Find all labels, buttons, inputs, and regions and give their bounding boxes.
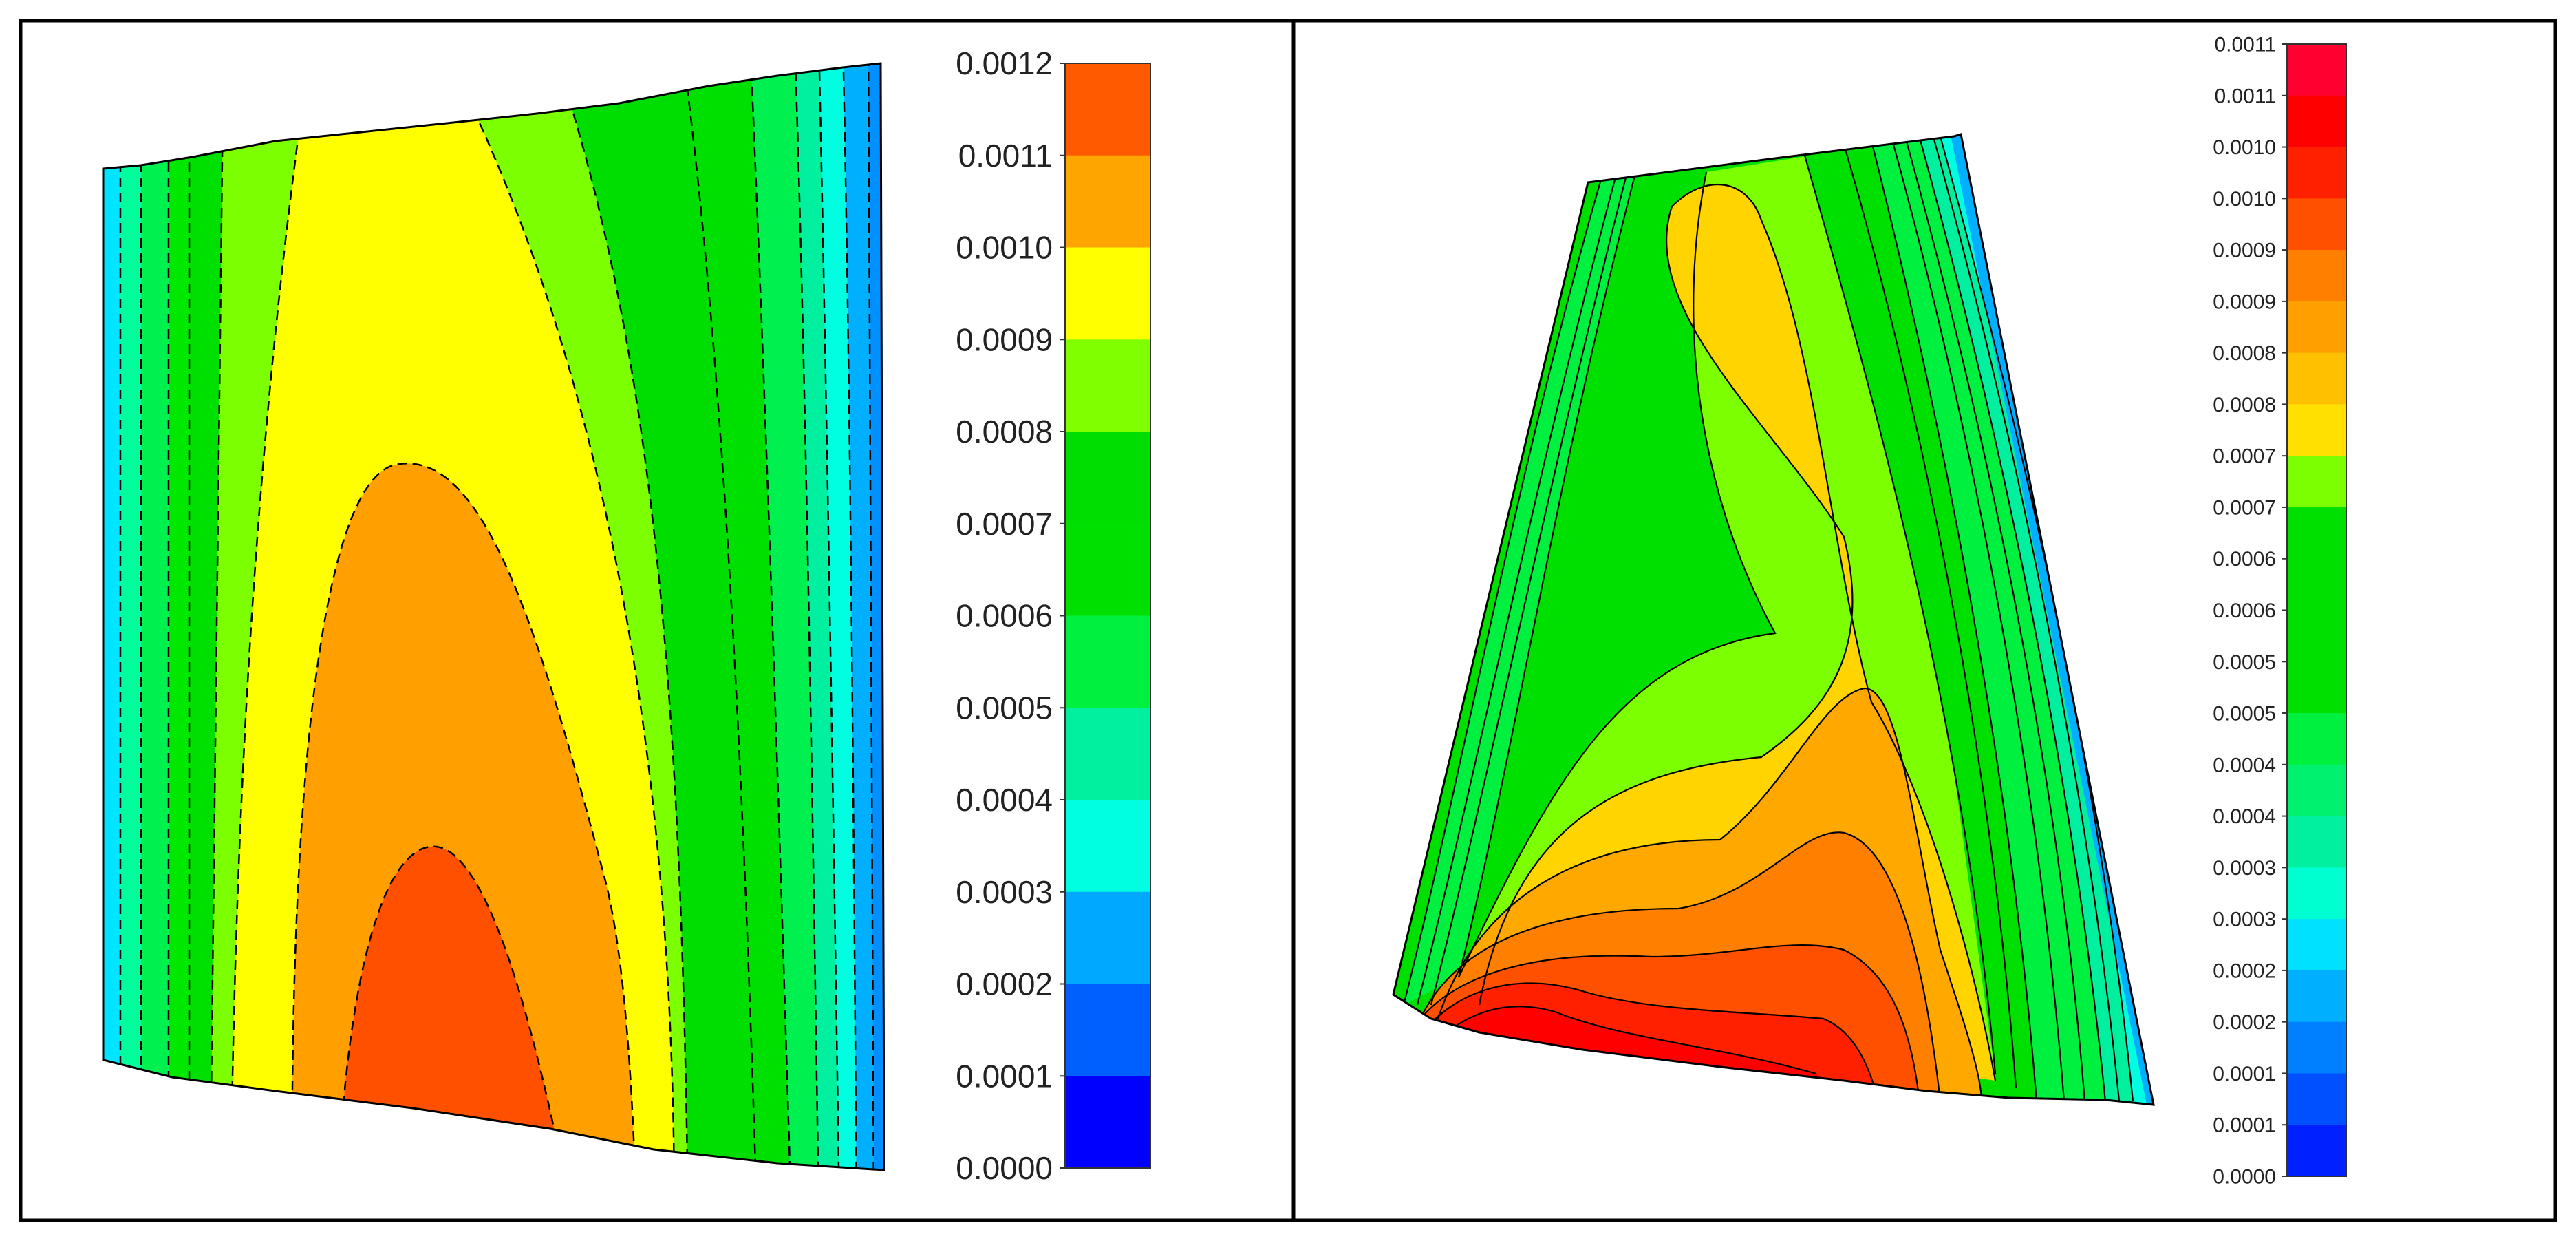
colorbar-swatch: [2287, 404, 2346, 456]
colorbar-swatch: [1065, 339, 1150, 432]
colorbar-swatch: [2287, 507, 2346, 560]
colorbar-swatch: [1065, 432, 1150, 524]
colorbar-tick-label: 0.0002: [2213, 1011, 2276, 1034]
colorbar-swatch: [2287, 352, 2346, 405]
colorbar-swatch: [2287, 1125, 2346, 1177]
colorbar-tick-label: 0.0008: [956, 414, 1053, 449]
colorbar-swatch: [2287, 970, 2346, 1023]
left-contour-lines: [119, 63, 875, 1170]
colorbar-tick-label: 0.0000: [956, 1150, 1053, 1186]
colorbar-tick-label: 0.0001: [2213, 1114, 2276, 1137]
colorbar-swatch: [2287, 1073, 2346, 1125]
right-band-left-light-green: [1404, 165, 1638, 1005]
colorbar-swatch: [1065, 247, 1150, 340]
colorbar-tick-label: 0.0005: [2213, 703, 2276, 725]
colorbar-tick-label: 0.0004: [956, 782, 1053, 818]
colorbar-tick-label: 0.0005: [956, 690, 1053, 725]
colorbar-tick-label: 0.0011: [958, 138, 1053, 173]
colorbar-swatch: [2287, 816, 2346, 868]
colorbar-tick-label: 0.0006: [2213, 600, 2276, 622]
colorbar-tick-label: 0.0011: [2214, 85, 2276, 107]
colorbar-tick-label: 0.0003: [2213, 909, 2276, 931]
colorbar-tick-label: 0.0002: [2213, 959, 2276, 982]
colorbar-tick-label: 0.0001: [2213, 1063, 2276, 1085]
colorbar-swatch: [1065, 984, 1150, 1076]
colorbar-tick-label: 0.0004: [2213, 805, 2276, 828]
colorbar-swatch: [1065, 708, 1150, 800]
colorbar-tick-label: 0.0002: [956, 966, 1053, 1002]
colorbar-tick-label: 0.0008: [2213, 394, 2276, 416]
colorbar-swatch: [1065, 891, 1150, 984]
colorbar-swatch: [2287, 147, 2346, 199]
colorbar-swatch: [1065, 800, 1150, 893]
colorbar-swatch: [1065, 523, 1150, 616]
colorbar-tick-label: 0.0007: [2213, 445, 2276, 468]
colorbar-swatch: [2287, 764, 2346, 817]
colorbar-tick-label: 0.0010: [2213, 188, 2276, 211]
colorbar-tick-label: 0.0010: [2213, 136, 2276, 159]
colorbar-tick-label: 0.0007: [2213, 496, 2276, 519]
colorbar-tick-label: 0.0004: [2213, 754, 2276, 776]
colorbar-tick-label: 0.0001: [956, 1058, 1053, 1094]
colorbar-swatch: [1065, 1076, 1150, 1169]
colorbar-swatch: [1065, 63, 1150, 156]
colorbar-swatch: [2287, 610, 2346, 662]
colorbar-tick-label: 0.0003: [956, 874, 1053, 910]
colorbar-tick-label: 0.0008: [2213, 342, 2276, 365]
colorbar-swatch: [2287, 301, 2346, 354]
colorbar-swatch: [2287, 661, 2346, 714]
colorbar-swatch: [1065, 155, 1150, 248]
left-band-right-lightblue: [843, 63, 884, 1170]
colorbar-tick-label: 0.0006: [2213, 548, 2276, 571]
colorbar-tick-label: 0.0009: [2213, 290, 2276, 313]
right-colorbar: 0.0011 0.0011 0.0010 0.0010 0.0009 0.0009 0.00…: [2213, 34, 2347, 1189]
colorbar-swatch: [2287, 558, 2346, 611]
left-band-right-blue: [868, 63, 884, 1170]
colorbar-swatch: [2287, 198, 2346, 251]
colorbar-tick-label: 0.0007: [956, 506, 1053, 542]
table-border: [19, 19, 2557, 1222]
left-contour-plot: [103, 63, 884, 1170]
colorbar-tick-label: 0.0010: [956, 230, 1053, 266]
colorbar-swatch: [2287, 713, 2346, 765]
colorbar-tick-label: 0.0000: [2213, 1166, 2276, 1189]
colorbar-swatch: [2287, 1021, 2346, 1074]
colorbar-swatch: [2287, 44, 2346, 96]
colorbar-swatch: [2287, 456, 2346, 508]
left-plot-outline: [102, 62, 886, 1171]
right-contour-lines: [1402, 136, 2134, 1102]
right-contour-plot: [1393, 134, 2154, 1105]
right-plot-outline: [1392, 133, 2155, 1106]
colorbar-swatch: [1065, 615, 1150, 708]
colorbar-swatch: [2287, 95, 2346, 148]
colorbar-swatch: [2287, 919, 2346, 971]
colorbar-tick-label: 0.0011: [2214, 34, 2276, 56]
colorbar-tick-label: 0.0009: [2213, 240, 2276, 262]
colorbar-tick-label: 0.0006: [956, 598, 1053, 634]
colorbar-swatch: [2287, 250, 2346, 302]
colorbar-tick-label: 0.0003: [2213, 857, 2276, 880]
left-colorbar: 0.0012 0.0011 0.0010 0.0009 0.0008 0.0007 0.00…: [956, 45, 1151, 1186]
colorbar-tick-label: 0.0005: [2213, 651, 2276, 674]
colorbar-swatch: [2287, 867, 2346, 920]
colorbar-tick-label: 0.0012: [956, 45, 1053, 81]
colorbar-tick-label: 0.0009: [956, 321, 1053, 357]
